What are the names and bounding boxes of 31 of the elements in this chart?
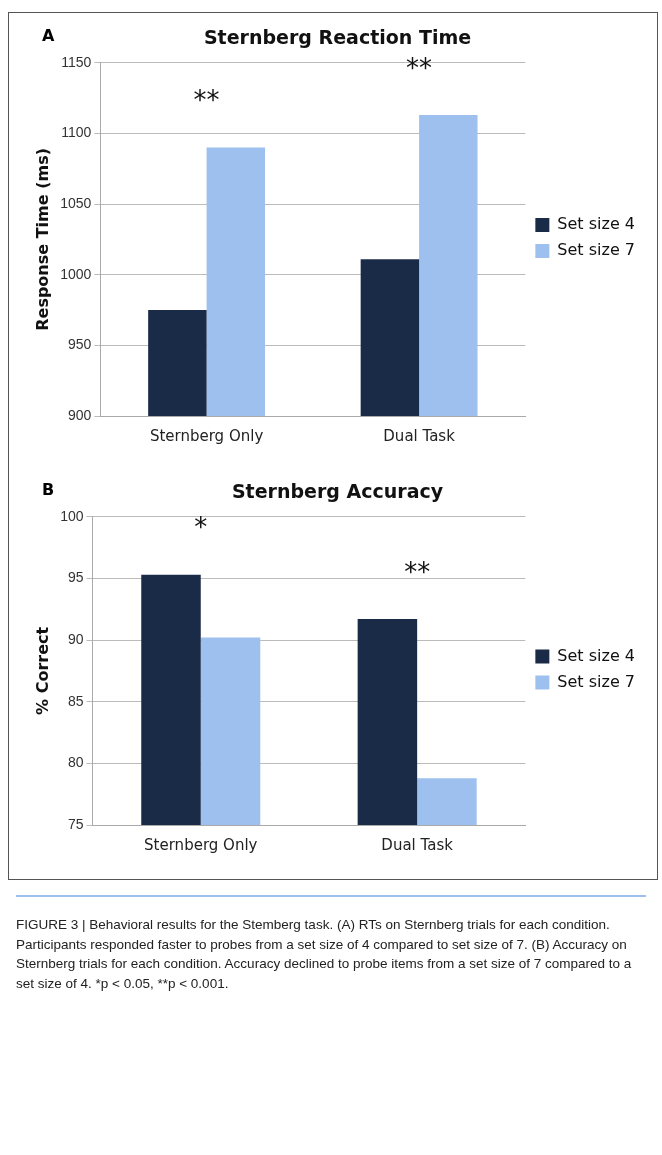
caption: FIGURE 3 | Behavioral results for the Stemberg task. (A) RTs on Sternberg trials for each condition. Participants responded faster to probes from a set size of 4 compared to set size of 7. (B) Accuracy on Sternberg trials for each condition. Accuracy declined to probe items from a set size of 7 compared to a set size of 4. *p < 0.05, **p < 0.001.	[16, 916, 633, 993]
y-tick-label: 75	[67, 815, 84, 832]
x-tick-label: Dual Task	[383, 426, 456, 445]
y-tick-label: 85	[67, 692, 84, 709]
legend-label: Set size 4	[557, 645, 636, 665]
legend-label: Set size 7	[557, 671, 636, 691]
y-tick-label: 100	[60, 507, 84, 524]
y-axis-title: Response Time (ms)	[32, 148, 52, 331]
y-tick-label: 80	[67, 754, 84, 771]
y-tick-label: 1100	[61, 124, 92, 141]
annotation: **	[193, 85, 220, 116]
legend-label: Set size 4	[557, 214, 636, 234]
legend-label: Set size 7	[557, 240, 636, 260]
y-tick-label: 95	[67, 569, 84, 586]
annotation: *	[194, 512, 208, 543]
annotation: **	[406, 52, 433, 83]
y-tick-label: 1000	[60, 265, 92, 282]
x-tick-label: Sternberg Only	[144, 835, 258, 854]
annotation: **	[404, 556, 431, 587]
y-tick-label: 900	[67, 406, 92, 423]
x-tick-label: Dual Task	[381, 835, 454, 854]
y-axis-title: % Correct	[32, 626, 52, 715]
y-tick-label: 90	[67, 630, 84, 647]
y-tick-label: 1150	[61, 53, 92, 70]
y-tick-label: 950	[67, 336, 92, 353]
text: A	[42, 26, 55, 45]
x-tick-label: Sternberg Only	[149, 426, 264, 445]
chart-title: Sternberg Accuracy	[231, 480, 444, 503]
chart-title: Sternberg Reaction Time	[203, 26, 472, 49]
y-tick-label: 1050	[60, 194, 92, 211]
text: B	[42, 480, 55, 499]
